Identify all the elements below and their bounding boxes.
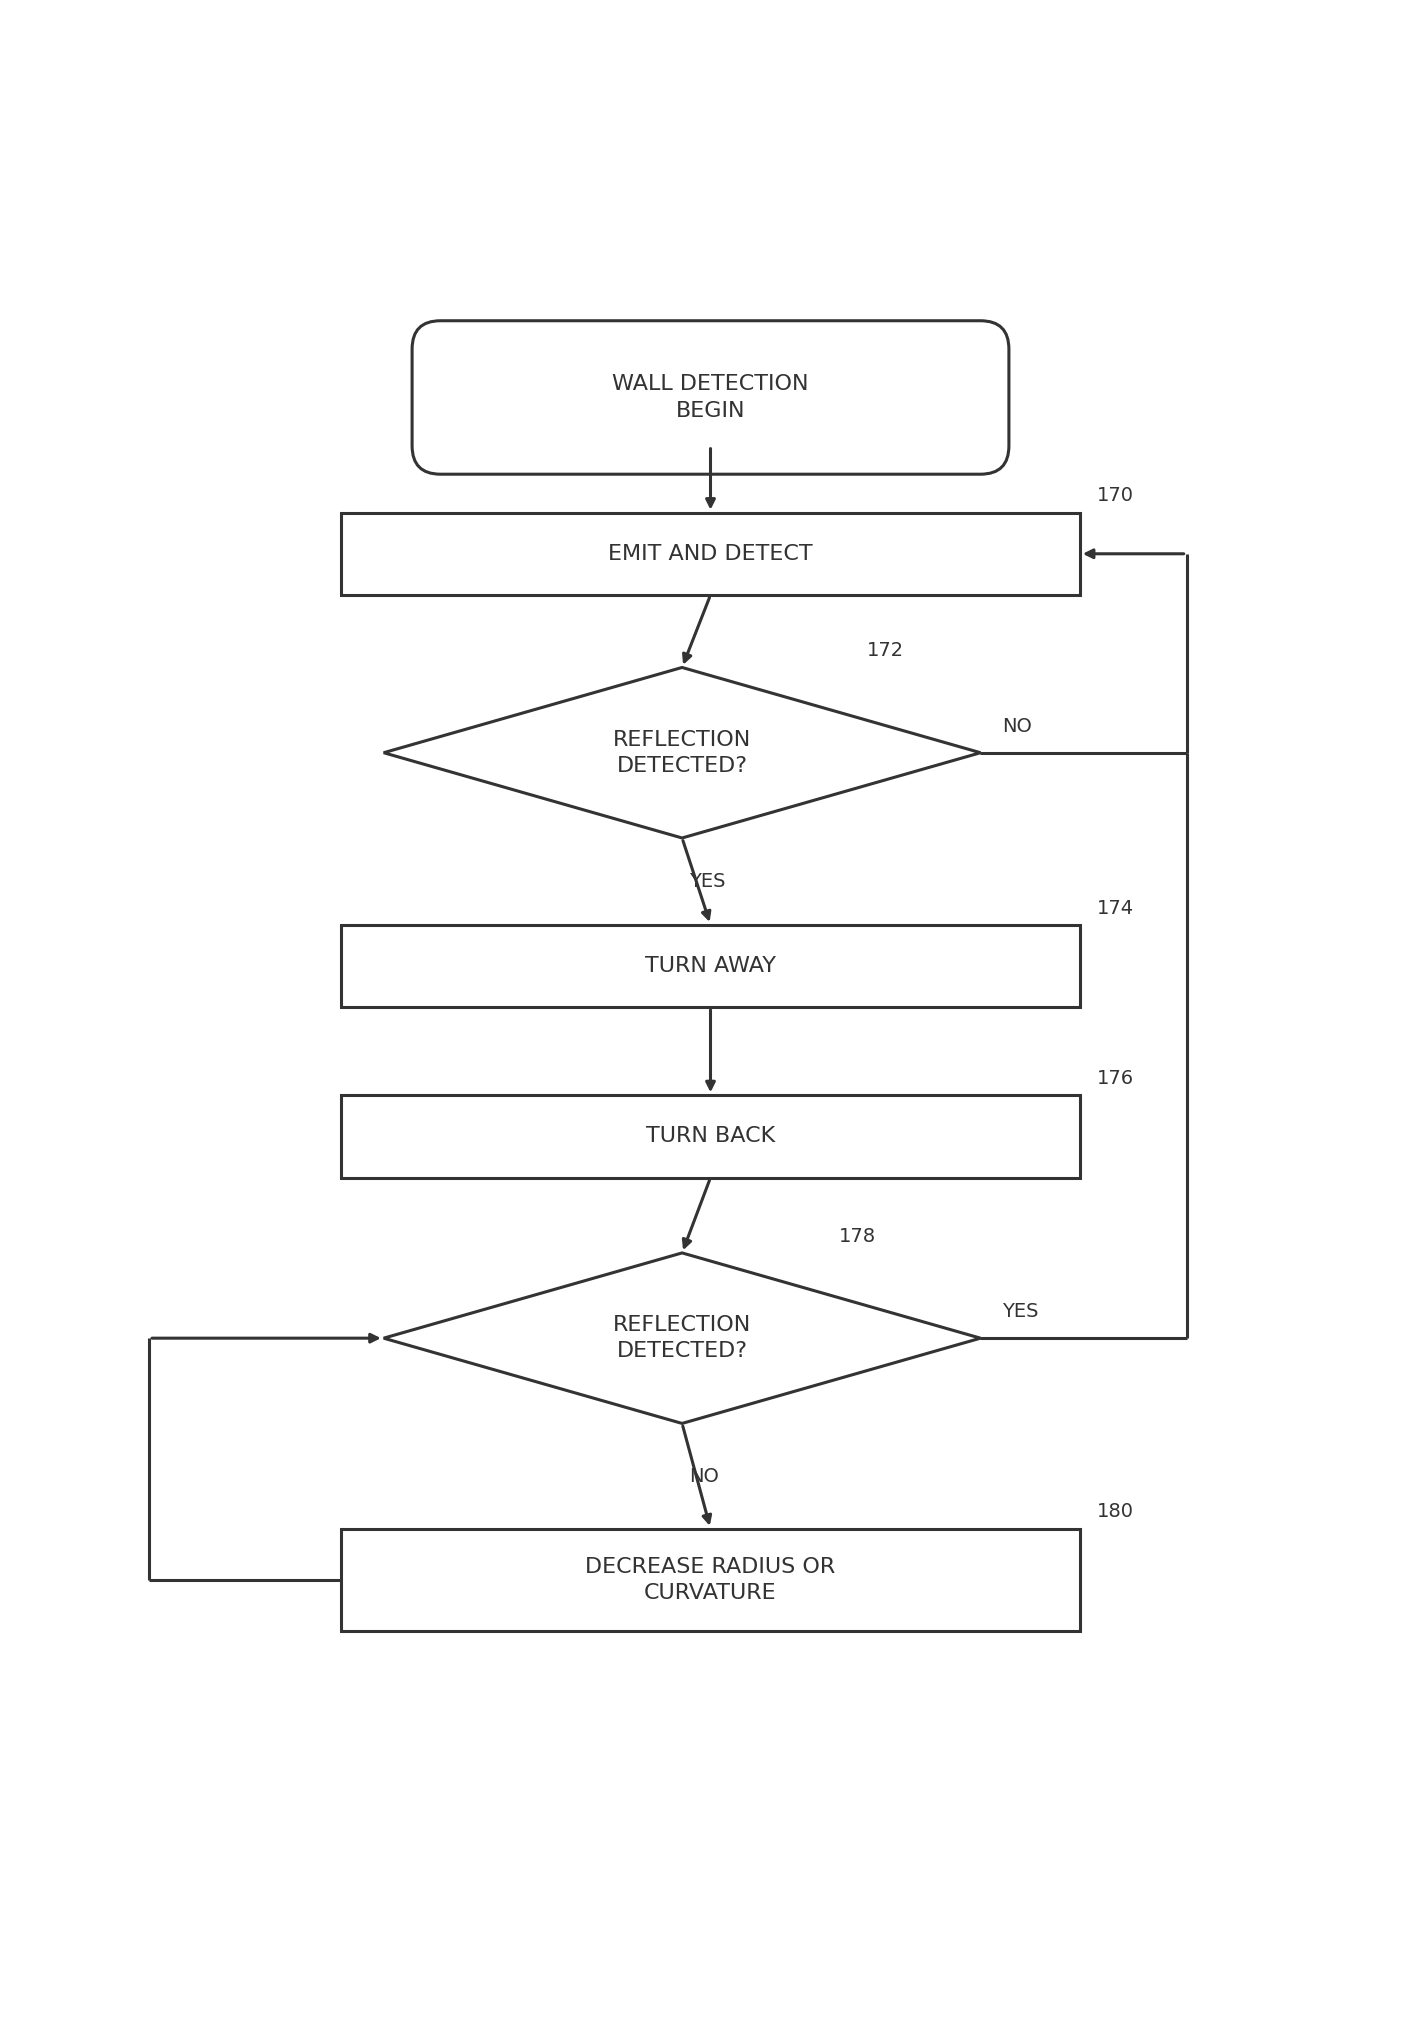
Polygon shape [384, 1253, 980, 1424]
Text: WALL DETECTION
BEGIN: WALL DETECTION BEGIN [612, 375, 809, 422]
Bar [341, 1095, 1080, 1178]
Text: 178: 178 [838, 1226, 875, 1247]
Bar [341, 1529, 1080, 1632]
Text: REFLECTION
DETECTED?: REFLECTION DETECTED? [612, 1315, 752, 1361]
Text: 170: 170 [1097, 486, 1134, 506]
Bar [341, 512, 1080, 595]
Text: 176: 176 [1097, 1069, 1134, 1087]
Text: YES: YES [689, 871, 726, 892]
Text: REFLECTION
DETECTED?: REFLECTION DETECTED? [612, 730, 752, 777]
Bar [341, 924, 1080, 1006]
Text: EMIT AND DETECT: EMIT AND DETECT [608, 545, 813, 565]
Polygon shape [384, 668, 980, 837]
Text: NO: NO [689, 1466, 719, 1485]
Text: TURN AWAY: TURN AWAY [645, 956, 776, 976]
Text: TURN BACK: TURN BACK [647, 1125, 774, 1146]
Text: 174: 174 [1097, 898, 1134, 918]
Text: DECREASE RADIUS OR
CURVATURE: DECREASE RADIUS OR CURVATURE [585, 1557, 836, 1604]
Text: YES: YES [1002, 1303, 1039, 1321]
Text: 172: 172 [867, 641, 904, 660]
FancyBboxPatch shape [412, 321, 1009, 474]
Text: 180: 180 [1097, 1503, 1134, 1521]
Text: NO: NO [1002, 716, 1032, 736]
